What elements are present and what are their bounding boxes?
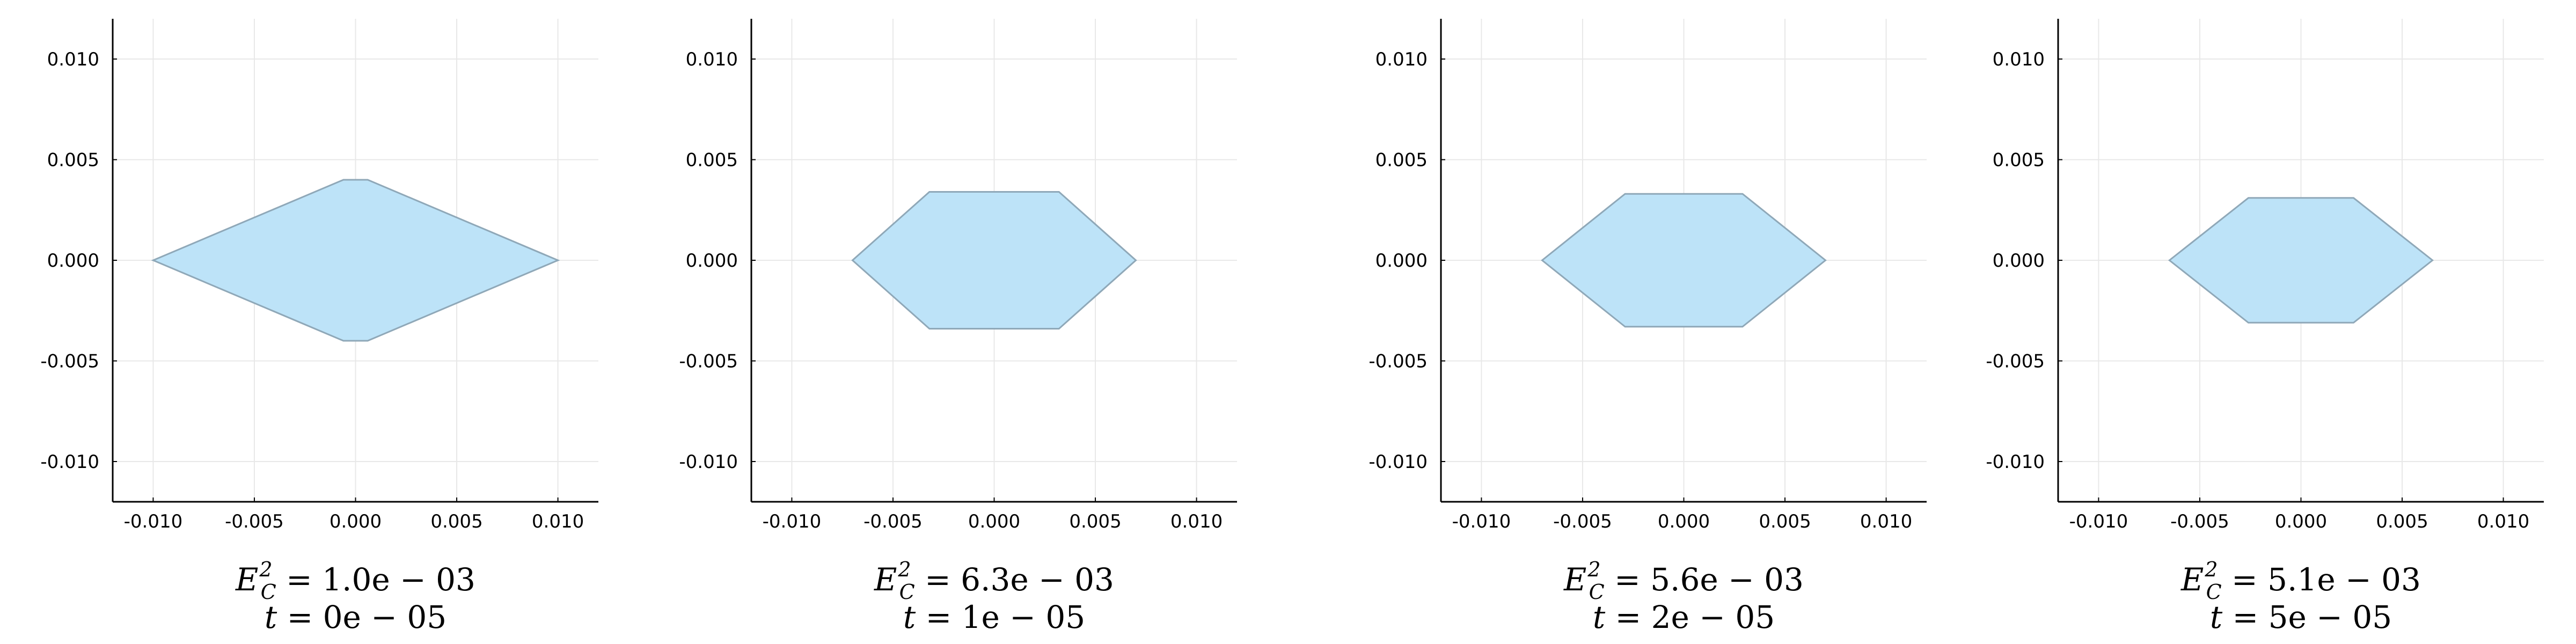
x-tick-label: 0.000 (330, 511, 382, 532)
y-tick-label: 0.005 (1993, 150, 2045, 171)
panel-1: -0.010 -0.005 0.000 0.005 0.010 -0.010 -0.005 0… (40, 19, 598, 635)
panel-2: -0.010 -0.005 0.000 0.005 0.010 -0.010 -0.005 0… (679, 19, 1237, 635)
x-tick-label: -0.005 (1553, 511, 1612, 532)
caption-energy-value: = 5.1e − 03 (2222, 561, 2421, 598)
caption-energy-superscript: 2 (2204, 558, 2218, 581)
caption-energy-symbol: E (2180, 561, 2204, 598)
y-tick-label: -0.005 (1368, 351, 1428, 372)
y-tick-label: 0.000 (686, 250, 738, 272)
region-polygon (2168, 197, 2434, 324)
caption-energy-superscript: 2 (1587, 558, 1600, 581)
caption-energy-symbol: E (874, 561, 897, 598)
x-tick-label: 0.005 (1759, 511, 1811, 532)
caption-time-value: = 5e − 05 (2222, 599, 2392, 635)
caption-energy-subscript: C (1589, 580, 1605, 604)
caption-time-symbol: t (903, 599, 916, 635)
y-tick-label: 0.010 (47, 49, 99, 70)
x-tick-label: -0.010 (124, 511, 183, 532)
x-tick-label: 0.005 (430, 511, 482, 532)
caption-time-value: = 0e − 05 (277, 599, 447, 635)
y-tick-label: -0.010 (40, 451, 99, 473)
caption-time: t = 2e − 05 (1593, 599, 1775, 635)
caption-energy: E2 C = 1.0e − 03 (235, 558, 475, 604)
caption-energy: E2 C = 6.3e − 03 (874, 558, 1114, 604)
caption-energy-symbol: E (235, 561, 258, 598)
caption-time-value: = 2e − 05 (1605, 599, 1775, 635)
y-tick-label: 0.010 (1375, 49, 1428, 70)
caption-energy-value: = 1.0e − 03 (276, 561, 475, 598)
y-tick-label: -0.010 (1986, 451, 2045, 473)
region-polygon (151, 179, 560, 342)
y-tick-label: -0.010 (679, 451, 738, 473)
caption-time-value: = 1e − 05 (916, 599, 1085, 635)
caption-energy-superscript: 2 (897, 558, 911, 581)
x-tick-label: 0.005 (2376, 511, 2428, 532)
y-tick-label: 0.000 (47, 250, 99, 272)
x-tick-label: -0.010 (1452, 511, 1511, 532)
panel-3: -0.010 -0.005 0.000 0.005 0.010 -0.010 -0.005 0… (1368, 19, 1927, 635)
caption-energy-value: = 5.6e − 03 (1605, 561, 1804, 598)
caption-energy: E2 C = 5.6e − 03 (1563, 558, 1804, 604)
y-tick-label: -0.005 (679, 351, 738, 372)
x-tick-label: 0.010 (1170, 511, 1223, 532)
y-tick-label: -0.010 (1368, 451, 1428, 473)
panel-4: -0.010 -0.005 0.000 0.005 0.010 -0.010 -0.005 0… (1986, 19, 2544, 635)
caption-energy-subscript: C (261, 580, 276, 604)
x-tick-label: -0.005 (863, 511, 923, 532)
x-tick-label: -0.005 (2170, 511, 2229, 532)
x-tick-label: 0.005 (1069, 511, 1121, 532)
caption-time: t = 5e − 05 (2210, 599, 2392, 635)
caption-energy-symbol: E (1563, 561, 1586, 598)
y-tick-label: 0.000 (1993, 250, 2045, 272)
y-tick-label: 0.005 (686, 150, 738, 171)
y-tick-label: 0.005 (47, 150, 99, 171)
caption-energy: E2 C = 5.1e − 03 (2180, 558, 2421, 604)
region-polygon (1541, 193, 1827, 328)
y-tick-label: -0.005 (40, 351, 99, 372)
y-tick-label: 0.010 (1993, 49, 2045, 70)
x-tick-label: -0.010 (763, 511, 822, 532)
caption-time-symbol: t (2210, 599, 2223, 635)
caption-time-symbol: t (265, 599, 277, 635)
caption-time: t = 1e − 05 (903, 599, 1085, 635)
x-tick-label: 0.010 (2477, 511, 2529, 532)
x-tick-label: 0.010 (1860, 511, 1912, 532)
y-tick-label: -0.005 (1986, 351, 2045, 372)
x-tick-label: 0.010 (532, 511, 584, 532)
caption-time: t = 0e − 05 (265, 599, 447, 635)
x-tick-label: -0.010 (2069, 511, 2128, 532)
y-tick-label: 0.010 (686, 49, 738, 70)
x-tick-label: 0.000 (968, 511, 1020, 532)
x-tick-label: -0.005 (225, 511, 284, 532)
caption-energy-subscript: C (2206, 580, 2222, 604)
x-tick-label: 0.000 (2275, 511, 2327, 532)
caption-energy-value: = 6.3e − 03 (915, 561, 1114, 598)
y-tick-label: 0.000 (1375, 250, 1428, 272)
caption-energy-subscript: C (899, 580, 915, 604)
x-tick-label: 0.000 (1658, 511, 1710, 532)
y-tick-label: 0.005 (1375, 150, 1428, 171)
caption-energy-superscript: 2 (259, 558, 272, 581)
caption-time-symbol: t (1593, 599, 1606, 635)
region-polygon (851, 191, 1137, 330)
